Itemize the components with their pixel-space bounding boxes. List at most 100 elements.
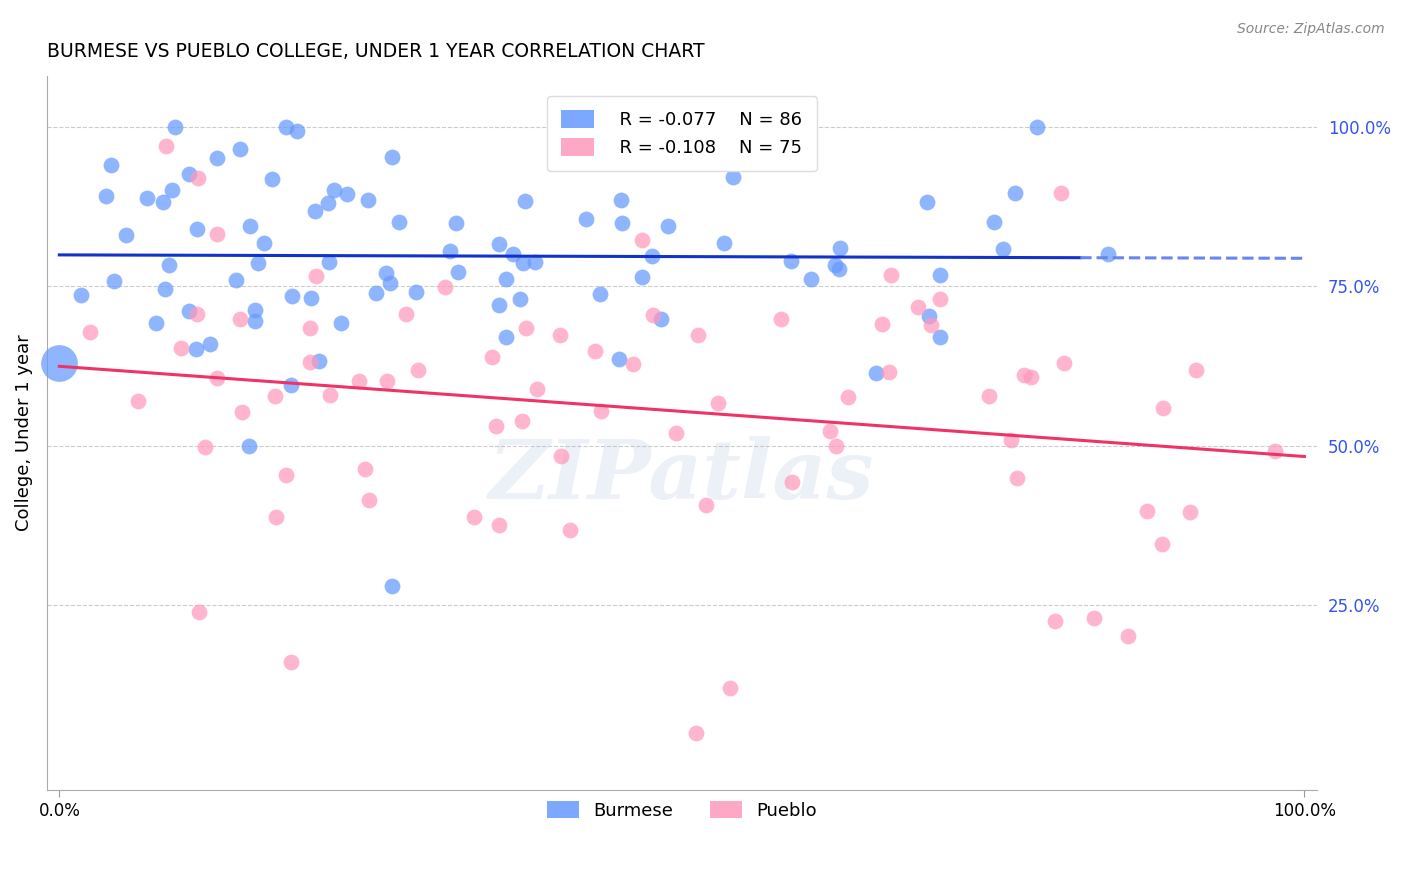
Point: [381, 579, 404, 593]
Point: [589, 287, 612, 301]
Point: [631, 269, 654, 284]
Point: [439, 244, 461, 259]
Text: Source: ZipAtlas.com: Source: ZipAtlas.com: [1237, 22, 1385, 37]
Point: [260, 172, 283, 186]
Point: [1000, 434, 1022, 448]
Point: [280, 656, 302, 670]
Point: [721, 169, 744, 184]
Point: [575, 212, 598, 227]
Point: [329, 316, 352, 330]
Point: [447, 265, 470, 279]
Point: [200, 337, 222, 351]
Point: [695, 498, 717, 512]
Point: [1185, 363, 1208, 377]
Point: [589, 404, 612, 418]
Point: [359, 492, 381, 507]
Point: [285, 124, 308, 138]
Point: [1049, 186, 1071, 200]
Point: [650, 312, 672, 326]
Point: [929, 293, 952, 307]
Point: [1012, 368, 1035, 383]
Point: [657, 219, 679, 234]
Point: [818, 425, 841, 439]
Point: [502, 246, 524, 260]
Point: [135, 191, 157, 205]
Point: [274, 467, 297, 482]
Point: [179, 304, 201, 318]
Point: [157, 258, 180, 272]
Point: [713, 236, 735, 251]
Point: [239, 219, 262, 233]
Point: [664, 426, 686, 441]
Point: [308, 354, 330, 368]
Point: [770, 311, 793, 326]
Point: [641, 308, 664, 322]
Point: [205, 370, 228, 384]
Point: [495, 330, 517, 344]
Point: [1025, 120, 1047, 135]
Point: [186, 307, 208, 321]
Point: [585, 120, 607, 135]
Point: [304, 203, 326, 218]
Point: [433, 280, 456, 294]
Point: [245, 302, 267, 317]
Point: [304, 269, 326, 284]
Point: [1118, 629, 1140, 643]
Point: [621, 357, 644, 371]
Point: [1053, 356, 1076, 370]
Point: [374, 266, 396, 280]
Point: [299, 291, 322, 305]
Point: [375, 375, 398, 389]
Point: [318, 254, 340, 268]
Point: [70, 287, 93, 301]
Y-axis label: College, Under 1 year: College, Under 1 year: [15, 334, 32, 532]
Point: [336, 186, 359, 201]
Point: [48, 356, 70, 370]
Point: [357, 194, 380, 208]
Point: [928, 330, 950, 344]
Point: [977, 388, 1000, 402]
Point: [264, 510, 287, 524]
Point: [322, 183, 344, 197]
Point: [188, 605, 211, 619]
Point: [607, 351, 630, 366]
Point: [184, 343, 207, 357]
Point: [706, 396, 728, 410]
Point: [298, 321, 321, 335]
Point: [100, 158, 122, 172]
Point: [686, 327, 709, 342]
Point: [558, 524, 581, 538]
Point: [1019, 370, 1042, 384]
Point: [145, 316, 167, 330]
Point: [780, 475, 803, 490]
Point: [395, 307, 418, 321]
Point: [495, 272, 517, 286]
Point: [512, 414, 534, 428]
Point: [548, 328, 571, 343]
Point: [1178, 505, 1201, 519]
Point: [488, 298, 510, 312]
Point: [641, 249, 664, 263]
Point: [824, 258, 846, 272]
Point: [631, 233, 654, 247]
Point: [929, 268, 952, 282]
Point: [186, 222, 208, 236]
Point: [685, 725, 707, 739]
Point: [187, 171, 209, 186]
Point: [152, 194, 174, 209]
Point: [1152, 537, 1174, 551]
Point: [1097, 247, 1119, 261]
Point: [1136, 504, 1159, 518]
Point: [225, 273, 247, 287]
Point: [1004, 186, 1026, 200]
Point: [512, 256, 534, 270]
Point: [824, 439, 846, 453]
Point: [907, 300, 929, 314]
Point: [153, 282, 176, 296]
Point: [991, 242, 1014, 256]
Point: [281, 289, 304, 303]
Point: [718, 681, 741, 695]
Point: [245, 314, 267, 328]
Point: [1043, 614, 1066, 628]
Point: [870, 317, 893, 331]
